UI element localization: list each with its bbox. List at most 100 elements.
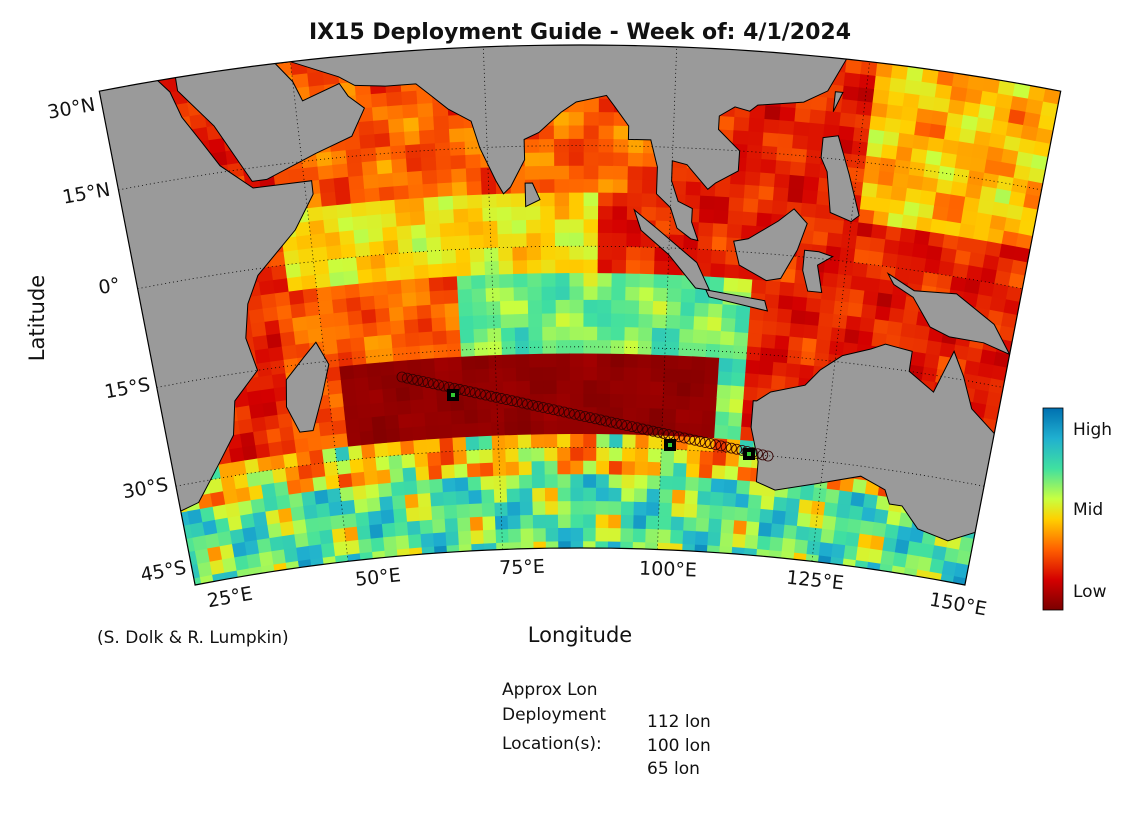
- cell: [867, 250, 885, 266]
- cell: [75, 298, 93, 315]
- cell: [996, 543, 1012, 560]
- cell: [528, 326, 544, 341]
- cell: [583, 272, 599, 287]
- cell: [984, 158, 1002, 176]
- cell: [639, 286, 655, 302]
- cell: [932, 204, 950, 222]
- cell: [393, 184, 410, 200]
- cell: [639, 273, 655, 288]
- cell: [936, 178, 954, 195]
- cell: [320, 191, 338, 207]
- cell: [978, 280, 996, 297]
- cell: [199, 505, 216, 523]
- cell: [730, 559, 745, 575]
- cell: [363, 469, 379, 486]
- cell: [348, 174, 365, 191]
- track-point: [684, 433, 695, 445]
- cell: [356, 403, 373, 419]
- cell: [227, 53, 246, 70]
- cell: [425, 424, 440, 440]
- cell: [154, 541, 171, 559]
- cell: [431, 504, 446, 520]
- cell: [257, 49, 276, 66]
- cell: [127, 589, 143, 606]
- cell: [1053, 267, 1061, 285]
- cell: [847, 301, 864, 318]
- cell: [874, 305, 892, 321]
- cell: [341, 499, 356, 515]
- cell: [339, 229, 356, 246]
- cell: [754, 561, 769, 577]
- cell: [326, 582, 341, 585]
- cell: [636, 407, 651, 422]
- cell: [288, 45, 307, 62]
- colorbar-label: Low: [1073, 582, 1107, 602]
- cell: [299, 571, 315, 585]
- cell: [986, 145, 1005, 163]
- cell: [1004, 45, 1023, 57]
- cell: [741, 574, 756, 585]
- cell: [653, 287, 669, 302]
- cell: [556, 379, 571, 394]
- cell: [254, 347, 271, 364]
- cell: [99, 213, 104, 231]
- cell: [877, 170, 895, 187]
- cell: [256, 45, 275, 53]
- cell: [633, 501, 648, 516]
- cell: [406, 358, 423, 374]
- cell: [818, 541, 834, 557]
- cell: [202, 519, 218, 536]
- cell: [649, 394, 664, 409]
- cell: [402, 103, 419, 119]
- cell: [331, 419, 348, 435]
- cell: [909, 45, 928, 56]
- cell: [568, 138, 585, 153]
- cell: [288, 289, 305, 305]
- cell: [775, 159, 792, 175]
- cell: [956, 235, 974, 253]
- cell: [28, 157, 47, 174]
- cell: [986, 527, 1003, 544]
- cell: [37, 196, 55, 213]
- cell: [859, 519, 875, 536]
- cell: [554, 232, 570, 247]
- cell: [852, 572, 867, 585]
- cell: [725, 451, 740, 467]
- cell: [859, 316, 876, 333]
- cell: [744, 170, 762, 186]
- cell: [748, 117, 766, 133]
- cell: [597, 259, 613, 274]
- cell: [736, 479, 751, 495]
- cell: [454, 221, 470, 237]
- cell: [806, 540, 822, 556]
- cell: [886, 103, 904, 120]
- cell: [809, 108, 827, 125]
- cell: [361, 443, 376, 459]
- cell: [554, 178, 570, 193]
- cell: [790, 147, 808, 163]
- cell: [747, 130, 765, 146]
- cell: [1083, 123, 1102, 140]
- track-point: [506, 395, 518, 407]
- cell: [474, 341, 489, 356]
- cell: [774, 334, 791, 350]
- cell: [954, 562, 970, 579]
- cell: [421, 169, 438, 185]
- cell: [459, 328, 475, 344]
- cell: [410, 223, 427, 239]
- cell: [986, 390, 1003, 408]
- cell: [758, 521, 773, 537]
- cell: [403, 318, 420, 334]
- cell: [516, 380, 531, 395]
- cell: [520, 527, 534, 543]
- cell: [348, 323, 365, 339]
- cell: [458, 6, 475, 21]
- cell: [710, 262, 726, 278]
- cell: [717, 370, 733, 386]
- cell: [73, 353, 90, 370]
- cell: [436, 168, 453, 184]
- cell: [508, 528, 522, 543]
- cell: [556, 352, 571, 367]
- cell: [910, 255, 927, 272]
- cell: [442, 490, 458, 506]
